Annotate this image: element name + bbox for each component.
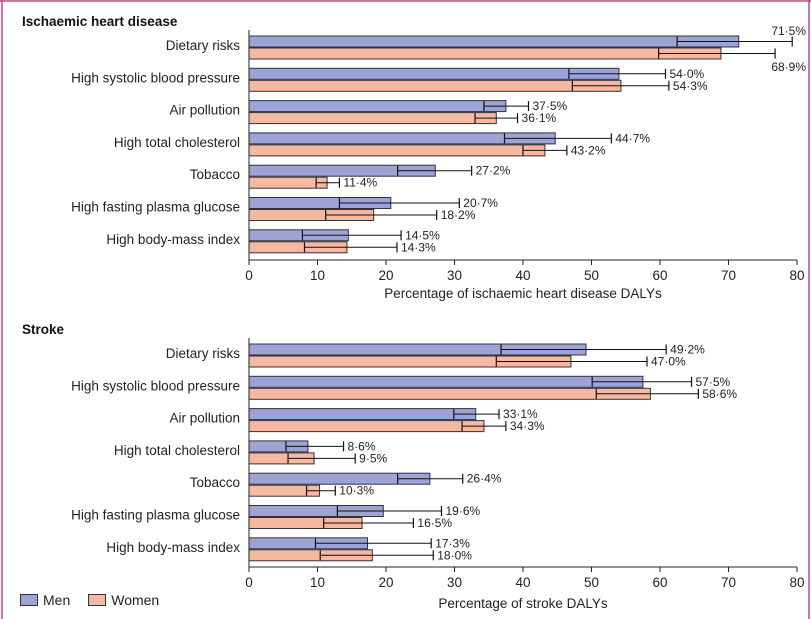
x-tick-label: 10 (310, 268, 325, 283)
bar-men (248, 408, 477, 421)
category-label: High systolic blood pressure (71, 378, 240, 393)
category-label: Dietary risks (166, 38, 241, 53)
value-label: 18·2% (441, 208, 476, 222)
x-axis-title: Percentage of ischaemic heart disease DA… (384, 286, 662, 301)
category-label: Tobacco (190, 475, 240, 490)
value-label: 19·6% (445, 504, 480, 518)
x-tick-label: 70 (721, 268, 736, 283)
value-label: 14·5% (405, 228, 440, 242)
value-label: 14·3% (401, 240, 436, 254)
category-label: Air pollution (169, 411, 240, 426)
x-tick-label: 40 (515, 575, 530, 590)
category-label: Air pollution (169, 103, 240, 118)
value-label: 17·3% (435, 536, 470, 550)
category-label: High systolic blood pressure (71, 70, 240, 85)
x-tick-label: 70 (721, 575, 736, 590)
category-label: High fasting plasma glucose (71, 200, 240, 215)
x-tick-label: 10 (310, 575, 325, 590)
category-label: High body-mass index (106, 232, 240, 247)
x-tick-label: 80 (789, 268, 804, 283)
value-label: 9·5% (359, 451, 387, 465)
value-label: 58·6% (702, 387, 737, 401)
bar-men (248, 100, 507, 113)
value-label: 47·0% (651, 355, 686, 369)
x-tick-label: 30 (447, 575, 462, 590)
x-tick-label: 60 (652, 268, 667, 283)
bar-women (248, 47, 722, 60)
panel-title: Ischaemic heart disease (22, 14, 178, 29)
x-tick-label: 50 (584, 268, 599, 283)
legend-item-men: Men (20, 592, 70, 608)
bar-men (248, 67, 620, 80)
bar-women (248, 387, 651, 400)
value-label: 49·2% (670, 343, 705, 357)
category-label: High total cholesterol (114, 135, 240, 150)
panel-title: Stroke (22, 322, 65, 337)
category-label: High total cholesterol (114, 443, 240, 458)
value-label: 44·7% (615, 131, 650, 145)
value-label: 16·5% (417, 516, 452, 530)
value-label: 11·4% (343, 176, 377, 190)
bar-women (248, 176, 328, 189)
value-label: 43·2% (571, 143, 606, 157)
bar-women (248, 112, 497, 125)
x-axis-title: Percentage of stroke DALYs (438, 596, 608, 611)
value-label: 27·2% (476, 164, 511, 178)
legend-item-women: Women (88, 592, 159, 608)
legend-label-men: Men (43, 592, 71, 608)
value-label: 34·3% (510, 419, 545, 433)
x-tick-label: 50 (584, 575, 599, 590)
value-label: 8·6% (348, 439, 376, 453)
value-label: 71·5% (771, 24, 806, 38)
bar-women (248, 79, 622, 92)
legend: Men Women (20, 592, 177, 608)
x-tick-label: 20 (378, 575, 393, 590)
x-tick-label: 0 (245, 575, 253, 590)
value-label: 37·5% (532, 99, 567, 113)
bar-men (248, 375, 644, 388)
x-tick-label: 60 (652, 575, 667, 590)
category-label: High fasting plasma glucose (71, 508, 240, 523)
x-tick-label: 20 (378, 268, 393, 283)
value-label: 26·4% (467, 472, 502, 486)
x-tick-label: 0 (245, 268, 253, 283)
category-label: Tobacco (190, 167, 240, 182)
value-label: 68·9% (771, 60, 806, 74)
category-label: Dietary risks (166, 346, 241, 361)
category-label: High body-mass index (106, 540, 240, 555)
value-label: 54·3% (673, 79, 708, 93)
value-label: 36·1% (522, 111, 557, 125)
value-label: 33·1% (503, 407, 538, 421)
x-tick-label: 80 (789, 575, 804, 590)
legend-swatch-men (20, 594, 38, 606)
bar-women (248, 420, 485, 433)
x-tick-label: 40 (515, 268, 530, 283)
value-label: 54·0% (669, 67, 704, 81)
value-label: 20·7% (463, 196, 498, 210)
legend-swatch-women (88, 594, 107, 606)
legend-label-women: Women (111, 592, 160, 608)
value-label: 18·0% (437, 548, 472, 562)
value-label: 10·3% (339, 484, 374, 498)
bar-men (248, 35, 740, 48)
x-tick-label: 30 (447, 268, 462, 283)
bar-women (248, 144, 546, 157)
value-label: 57·5% (696, 375, 731, 389)
